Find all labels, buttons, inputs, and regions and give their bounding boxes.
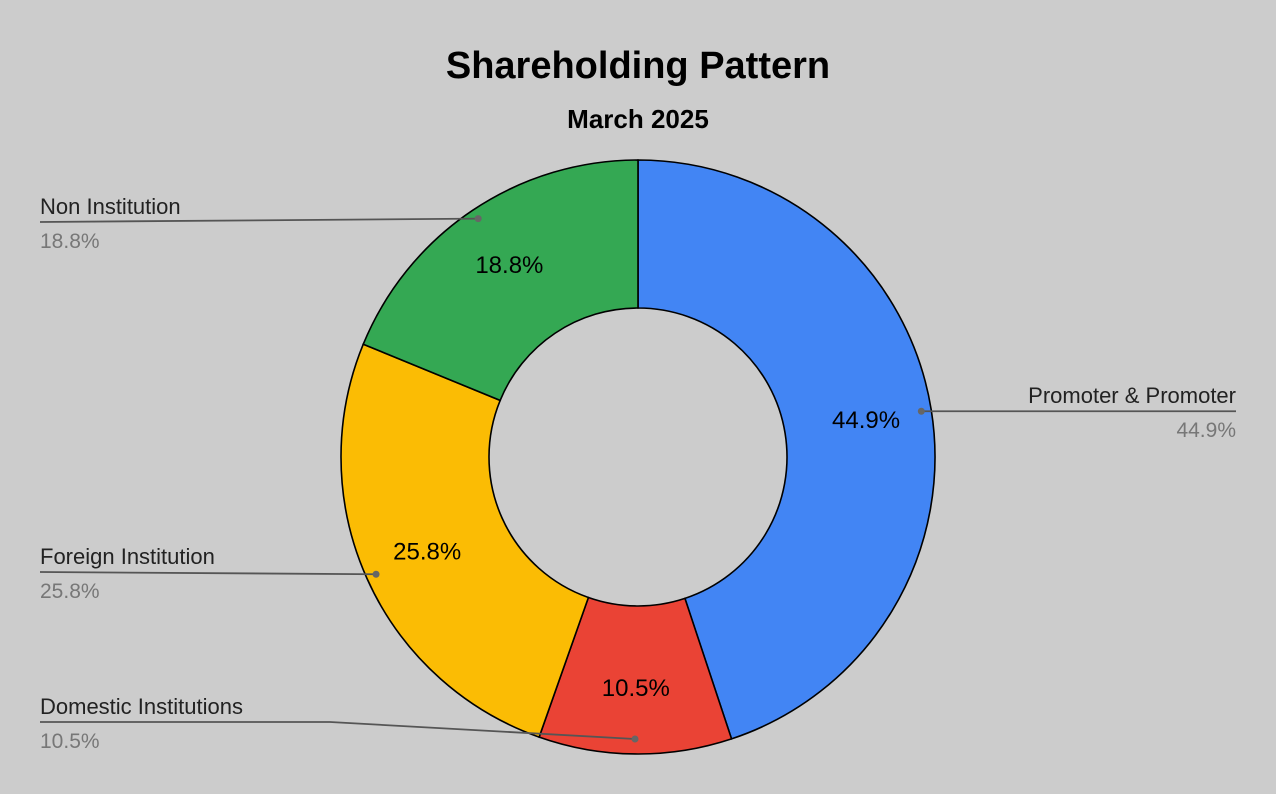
slice-labels-group: 44.9% 10.5% 25.8% 18.8%: [393, 252, 900, 702]
slice-foreign-institution[interactable]: [340, 343, 590, 739]
slices-group: [340, 159, 936, 755]
callout-foreign-institution: Foreign Institution 25.8%: [39, 544, 380, 603]
callout-line: [40, 721, 636, 740]
callout-dot: [631, 735, 639, 743]
slice-promoter-and-promoter[interactable]: [637, 159, 936, 740]
slice-label-non-institution: 18.8%: [475, 252, 543, 279]
slice-non-institution[interactable]: [362, 159, 639, 402]
callout-non-institution: Non Institution 18.8%: [39, 194, 482, 253]
callout-dot: [372, 570, 380, 578]
callout-dot: [917, 407, 925, 415]
callout-domestic-institutions: Domestic Institutions 10.5%: [40, 694, 639, 753]
slice-label-promoter-and-promoter: 44.9%: [832, 407, 900, 434]
callout-value: 44.9%: [1176, 419, 1236, 442]
callout-name: Domestic Institutions: [40, 694, 243, 719]
chart-title: Shareholding Pattern: [446, 45, 830, 87]
callout-value: 10.5%: [40, 730, 100, 753]
slice-label-domestic-institutions: 10.5%: [602, 675, 670, 702]
callout-name: Non Institution: [40, 194, 181, 219]
callout-dot: [474, 215, 482, 223]
callouts-group: Promoter & Promoter 44.9% Domestic Institu…: [39, 194, 1236, 753]
callout-value: 25.8%: [40, 580, 100, 603]
chart-subtitle: March 2025: [567, 104, 709, 134]
callout-value: 18.8%: [40, 230, 100, 253]
callout-name: Foreign Institution: [40, 544, 215, 569]
callout-promoter-and-promoter: Promoter & Promoter 44.9%: [917, 383, 1236, 442]
callout-line: [39, 217, 479, 223]
callout-name: Promoter & Promoter: [1028, 383, 1236, 408]
callout-line: [39, 571, 377, 576]
slice-label-foreign-institution: 25.8%: [393, 538, 461, 565]
